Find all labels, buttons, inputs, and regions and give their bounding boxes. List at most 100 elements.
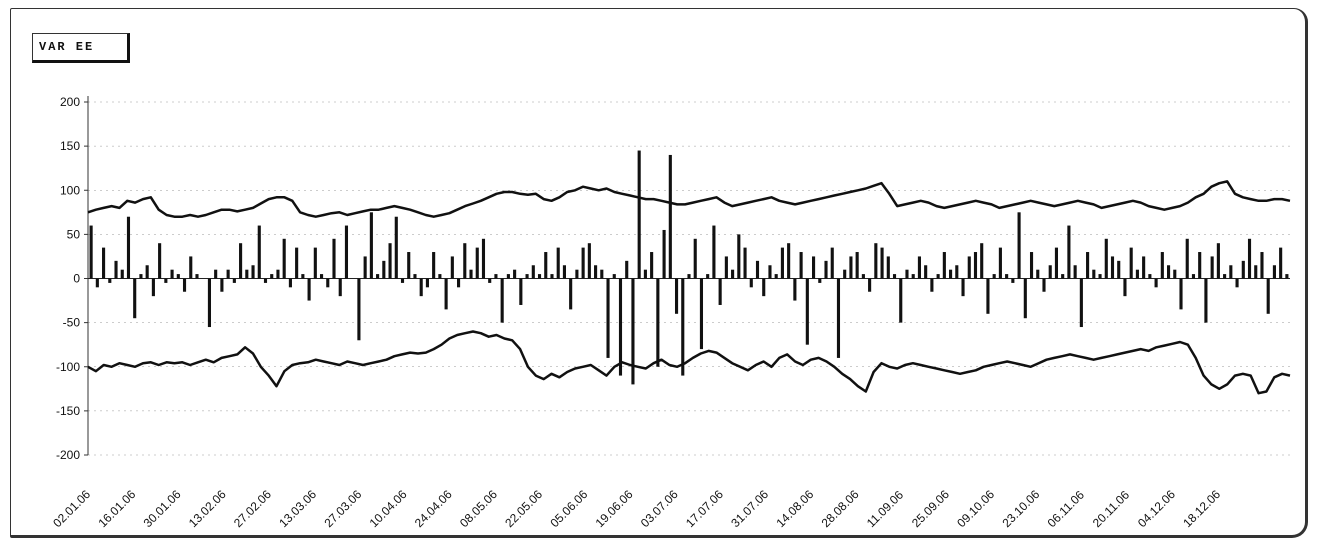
bar (139, 274, 143, 279)
bar (762, 278, 766, 297)
bar (1247, 238, 1252, 279)
bar (425, 278, 429, 288)
bar (755, 260, 760, 279)
bar (606, 278, 610, 358)
bar (1279, 247, 1283, 279)
y-tick-label: 0 (73, 272, 80, 286)
bar (506, 274, 510, 279)
bar (992, 274, 996, 279)
bar (457, 278, 461, 288)
bar (1223, 274, 1227, 279)
bar (369, 212, 373, 279)
bar (239, 243, 243, 279)
bar (805, 278, 809, 345)
bar (120, 269, 124, 279)
bar (481, 238, 486, 279)
bar (1173, 269, 1177, 279)
bar (220, 278, 224, 292)
x-tick-label: 19.06.06 (593, 487, 636, 530)
bar (1104, 238, 1108, 279)
bar (556, 247, 560, 279)
bar (263, 278, 268, 283)
bar (706, 274, 710, 279)
bar (718, 278, 722, 305)
bar (1011, 278, 1015, 283)
bar (924, 265, 928, 279)
bar (145, 265, 149, 279)
bar (1079, 278, 1083, 328)
bar (388, 243, 392, 279)
bar (780, 247, 784, 279)
x-tick-label: 18.12.06 (1180, 487, 1223, 530)
bar (288, 278, 292, 288)
bar (257, 225, 261, 279)
bar (681, 278, 685, 376)
bar (469, 269, 473, 279)
x-tick-label: 04.12.06 (1135, 487, 1178, 530)
x-tick-label: 08.05.06 (457, 487, 500, 530)
bar (687, 274, 691, 279)
bar (176, 274, 180, 279)
bar (488, 278, 492, 283)
bar (930, 278, 934, 292)
bar (575, 269, 579, 279)
bar (89, 225, 93, 279)
bar (195, 274, 199, 279)
x-tick-label: 09.10.06 (954, 487, 997, 530)
upper-band-line (87, 180, 1291, 218)
bar (980, 243, 984, 279)
bar (936, 274, 940, 279)
bar (631, 278, 635, 385)
bar (102, 247, 106, 279)
bar (562, 265, 566, 279)
bar (911, 274, 915, 279)
bar (1179, 278, 1183, 310)
bar (861, 274, 865, 279)
bar (724, 256, 728, 279)
bar (450, 256, 454, 279)
bar (1235, 278, 1239, 288)
bar (151, 278, 155, 297)
bar (899, 278, 903, 323)
bar (251, 265, 255, 279)
y-tick-label: -200 (56, 448, 80, 462)
bar (1048, 265, 1052, 279)
x-tick-label: 06.11.06 (1045, 488, 1088, 531)
x-tick-label: 10.04.06 (367, 487, 410, 530)
bar (1005, 274, 1009, 279)
y-tick-label: -100 (56, 360, 80, 374)
bar (400, 278, 405, 283)
bar (600, 269, 604, 279)
bar (699, 278, 704, 350)
bar (537, 274, 542, 279)
bar (164, 278, 168, 283)
bar (949, 269, 953, 279)
bar (189, 256, 193, 279)
x-tick-label: 03.07.06 (638, 487, 681, 530)
bar (158, 243, 162, 279)
bar (799, 252, 803, 279)
x-tick-label: 25.09.06 (909, 487, 952, 530)
bar (232, 278, 236, 283)
bar (874, 243, 878, 279)
bar (886, 256, 890, 279)
bar (1029, 252, 1034, 279)
bar (731, 269, 735, 279)
bar (544, 252, 548, 279)
lower-band-line (87, 330, 1291, 395)
bar (1266, 278, 1270, 314)
bar (1191, 274, 1196, 279)
bar (475, 247, 479, 279)
y-tick-label: 200 (60, 95, 80, 109)
bar (295, 247, 299, 279)
bar (836, 278, 841, 358)
bar (207, 278, 212, 328)
x-tick-label: 17.07.06 (683, 487, 726, 530)
y-tick-label: -150 (56, 404, 80, 418)
bar (656, 278, 660, 367)
bar (986, 278, 990, 314)
bar (432, 252, 436, 279)
bar (332, 238, 336, 279)
x-tick-label: 20.11.06 (1090, 488, 1133, 531)
